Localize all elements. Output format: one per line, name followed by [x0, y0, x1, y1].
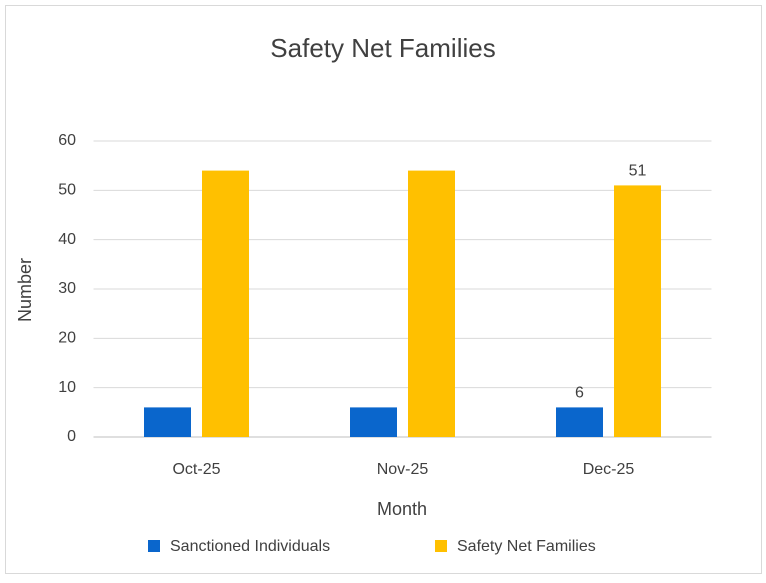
legend-swatch: [435, 540, 447, 552]
data-label: 51: [629, 163, 647, 180]
chart-title: Safety Net Families: [270, 33, 495, 63]
x-tick-label: Nov-25: [377, 461, 429, 478]
y-tick-label: 20: [58, 330, 76, 347]
x-tick-label: Dec-25: [583, 461, 635, 478]
legend-swatch: [148, 540, 160, 552]
legend-label: Sanctioned Individuals: [170, 538, 330, 555]
bar: [144, 407, 191, 437]
y-tick-label: 30: [58, 280, 76, 297]
data-label: 6: [575, 385, 584, 402]
y-tick-label: 40: [58, 231, 76, 248]
bar: [556, 407, 603, 437]
bar: [408, 170, 455, 437]
y-tick-label: 60: [58, 132, 76, 149]
bar: [350, 407, 397, 437]
y-axis-label: Number: [15, 258, 35, 322]
bar: [614, 185, 661, 437]
y-tick-label: 0: [67, 428, 76, 445]
legend-label: Safety Net Families: [457, 538, 596, 555]
x-axis-label: Month: [377, 499, 427, 519]
y-tick-label: 50: [58, 182, 76, 199]
y-tick-label: 10: [58, 379, 76, 396]
x-tick-label: Oct-25: [172, 461, 220, 478]
bar: [202, 170, 249, 437]
